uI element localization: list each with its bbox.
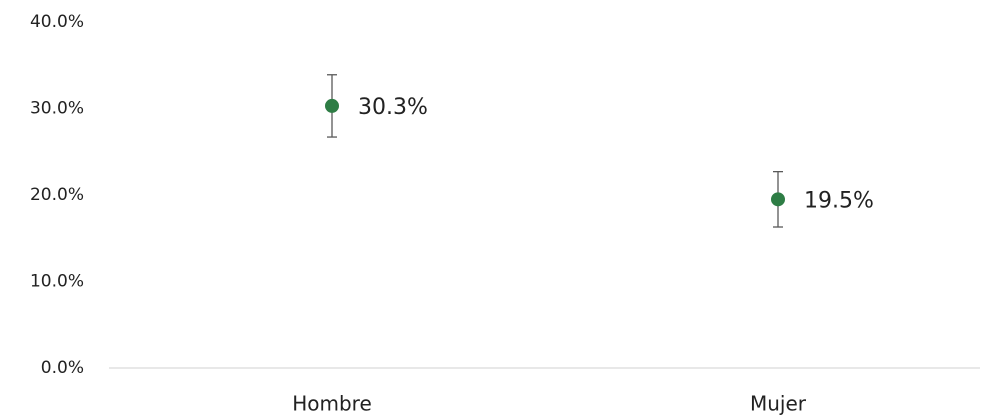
x-tick-label: Mujer (750, 392, 807, 416)
point (325, 98, 339, 113)
point (771, 192, 785, 207)
data-label: 30.3% (358, 95, 428, 120)
x-tick-label: Hombre (292, 392, 372, 416)
y-tick-label: 20.0% (30, 185, 84, 205)
y-tick-label: 10.0% (30, 272, 84, 292)
data-label: 19.5% (804, 188, 874, 213)
y-tick-label: 0.0% (41, 358, 84, 378)
y-tick-label: 30.0% (30, 99, 84, 119)
y-tick-label: 40.0% (30, 12, 84, 32)
